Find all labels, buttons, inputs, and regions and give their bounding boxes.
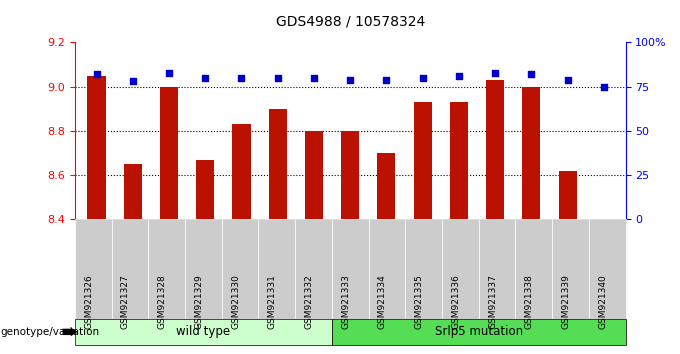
Text: GSM921326: GSM921326 [84,274,93,329]
Bar [522,87,541,219]
Text: GSM921334: GSM921334 [378,274,387,329]
Text: GSM921329: GSM921329 [194,274,203,329]
Point [127,79,138,84]
Point [418,75,428,81]
Point [91,72,102,77]
Bar [124,164,142,219]
Bar [413,102,432,219]
Point [562,77,573,82]
Bar [88,76,105,219]
Point [490,70,500,75]
Text: GSM921337: GSM921337 [488,274,497,329]
Bar [233,124,250,219]
Bar [450,102,468,219]
Point [454,73,464,79]
Text: GSM921340: GSM921340 [598,274,607,329]
Bar [377,153,396,219]
Bar [341,131,359,219]
Text: GSM921331: GSM921331 [268,274,277,329]
Bar [160,87,178,219]
Text: GSM921328: GSM921328 [158,274,167,329]
Bar [558,171,577,219]
Text: GSM921333: GSM921333 [341,274,350,329]
Text: genotype/variation: genotype/variation [0,327,99,337]
Text: wild type: wild type [176,325,231,338]
Text: GSM921339: GSM921339 [562,274,571,329]
Text: GSM921335: GSM921335 [415,274,424,329]
Bar [486,80,504,219]
Bar [305,131,323,219]
Text: GSM921332: GSM921332 [305,274,313,329]
Text: Srlp5 mutation: Srlp5 mutation [435,325,523,338]
Text: GSM921336: GSM921336 [452,274,460,329]
Point [236,75,247,81]
Text: GDS4988 / 10578324: GDS4988 / 10578324 [275,14,425,28]
Point [381,77,392,82]
Bar [197,160,214,219]
Point [272,75,283,81]
Text: GSM921330: GSM921330 [231,274,240,329]
Point [345,77,356,82]
Point [598,84,609,90]
Point [164,70,175,75]
Bar [269,109,287,219]
Point [200,75,211,81]
Point [526,72,537,77]
Text: GSM921338: GSM921338 [525,274,534,329]
Point [309,75,320,81]
Text: GSM921327: GSM921327 [121,274,130,329]
